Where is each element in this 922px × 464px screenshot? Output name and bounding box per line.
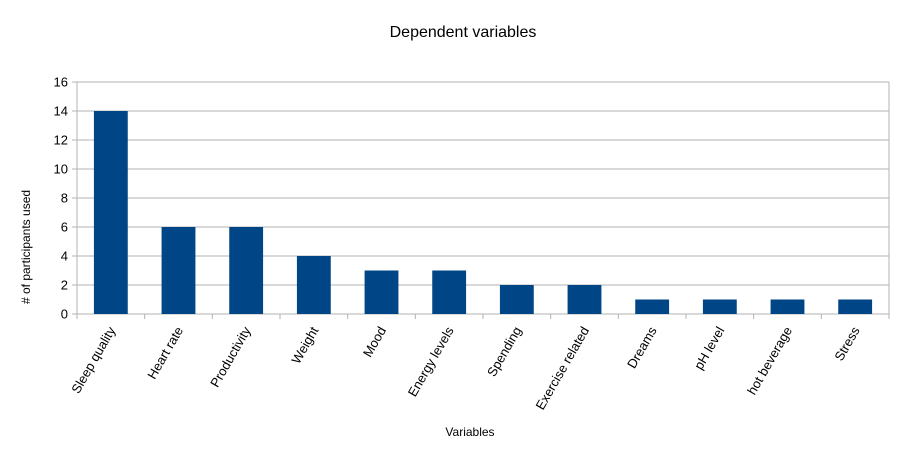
bar bbox=[93, 111, 128, 314]
bar bbox=[161, 227, 196, 314]
bar bbox=[499, 285, 534, 314]
x-tick-label: Stress bbox=[831, 324, 863, 364]
x-tick-label: hot beverage bbox=[744, 324, 795, 397]
y-tick-label: 8 bbox=[61, 191, 68, 206]
x-tick-label: pH level bbox=[691, 324, 728, 372]
x-tick-label: Weight bbox=[288, 324, 321, 367]
y-tick-label: 12 bbox=[54, 133, 68, 148]
bar bbox=[770, 299, 805, 314]
x-tick-label: Productivity bbox=[207, 324, 254, 390]
x-tick-label: Exercise related bbox=[532, 324, 592, 412]
y-tick-label: 6 bbox=[61, 220, 68, 235]
x-tick-label: Heart rate bbox=[144, 324, 186, 382]
x-tick-label: Sleep quality bbox=[68, 324, 118, 396]
y-axis-title: # of participants used bbox=[19, 190, 33, 304]
bar bbox=[364, 270, 399, 314]
bar bbox=[567, 285, 602, 314]
x-tick-label: Energy levels bbox=[405, 324, 457, 400]
x-tick-labels: Sleep quality Heart rate Productivity Weigh… bbox=[68, 324, 863, 413]
x-tick-label: Spending bbox=[484, 324, 524, 379]
x-tick-label: Dreams bbox=[624, 324, 660, 371]
y-tick-label: 16 bbox=[54, 75, 68, 90]
bars bbox=[93, 111, 873, 314]
bar bbox=[296, 256, 331, 314]
y-tick-label: 2 bbox=[61, 278, 68, 293]
y-tick-label: 10 bbox=[54, 162, 68, 177]
chart-title: Dependent variables bbox=[390, 24, 537, 41]
x-tick-label: Mood bbox=[360, 324, 389, 360]
bar bbox=[432, 270, 467, 314]
y-tick-label: 14 bbox=[54, 104, 68, 119]
gridlines bbox=[72, 81, 890, 319]
bar bbox=[702, 299, 737, 314]
x-axis-title: Variables bbox=[445, 425, 494, 439]
y-tick-label: 0 bbox=[61, 307, 68, 322]
y-tick-label: 4 bbox=[61, 249, 68, 264]
y-tick-labels: 0 2 4 6 8 10 12 14 16 bbox=[54, 75, 68, 322]
bar bbox=[229, 227, 264, 314]
bar bbox=[635, 299, 670, 314]
bar bbox=[838, 299, 873, 314]
